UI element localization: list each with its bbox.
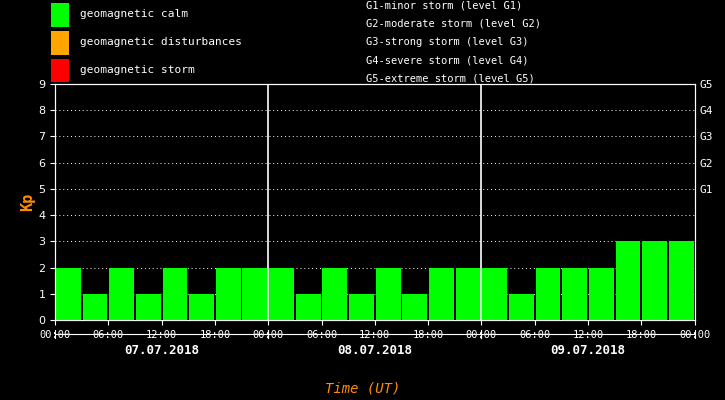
Bar: [242, 268, 268, 320]
Text: G5-extreme storm (level G5): G5-extreme storm (level G5): [366, 73, 535, 83]
Bar: [429, 268, 454, 320]
Bar: [296, 294, 320, 320]
Bar: [51, 59, 69, 82]
Bar: [269, 268, 294, 320]
Bar: [455, 268, 481, 320]
Text: Time (UT): Time (UT): [325, 382, 400, 396]
Bar: [323, 268, 347, 320]
Bar: [616, 241, 640, 320]
Bar: [376, 268, 401, 320]
Text: geomagnetic calm: geomagnetic calm: [80, 9, 188, 19]
Bar: [136, 294, 161, 320]
Text: G1-minor storm (level G1): G1-minor storm (level G1): [366, 1, 523, 11]
Text: G2-moderate storm (level G2): G2-moderate storm (level G2): [366, 19, 541, 29]
Bar: [509, 294, 534, 320]
Bar: [162, 268, 188, 320]
Text: 07.07.2018: 07.07.2018: [124, 344, 199, 357]
Text: 08.07.2018: 08.07.2018: [337, 344, 413, 357]
Text: 09.07.2018: 09.07.2018: [550, 344, 626, 357]
Bar: [56, 268, 81, 320]
Bar: [51, 31, 69, 55]
Bar: [402, 294, 427, 320]
Bar: [51, 3, 69, 27]
Text: G3-strong storm (level G3): G3-strong storm (level G3): [366, 37, 529, 47]
Bar: [536, 268, 560, 320]
Bar: [562, 268, 587, 320]
Y-axis label: Kp: Kp: [20, 193, 36, 211]
Bar: [189, 294, 214, 320]
Text: G4-severe storm (level G4): G4-severe storm (level G4): [366, 55, 529, 65]
Bar: [349, 294, 374, 320]
Bar: [109, 268, 134, 320]
Text: geomagnetic disturbances: geomagnetic disturbances: [80, 37, 241, 47]
Bar: [668, 241, 694, 320]
Bar: [216, 268, 241, 320]
Bar: [642, 241, 667, 320]
Bar: [83, 294, 107, 320]
Bar: [589, 268, 614, 320]
Bar: [482, 268, 507, 320]
Text: geomagnetic storm: geomagnetic storm: [80, 65, 194, 75]
